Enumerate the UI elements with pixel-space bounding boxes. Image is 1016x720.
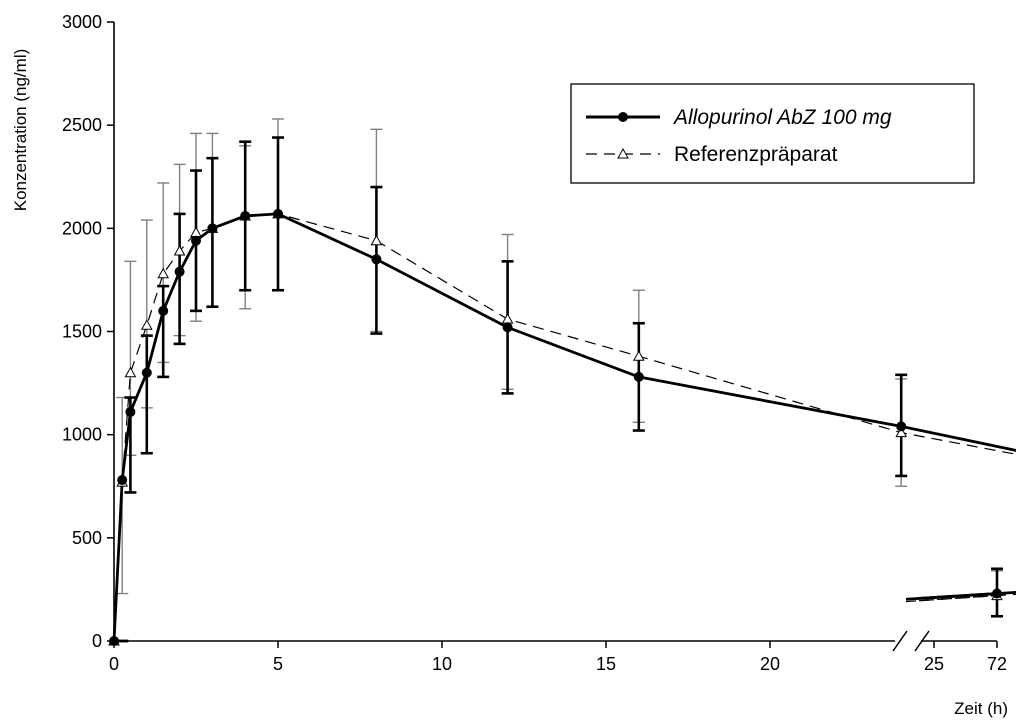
allopurinol-point xyxy=(174,266,185,277)
legend-marker-allopurinol xyxy=(618,112,628,122)
axis-break-icon xyxy=(892,630,930,652)
y-tick-label: 500 xyxy=(72,528,102,548)
allopurinol-line xyxy=(112,212,1016,642)
allopurinol-line-path xyxy=(112,212,1016,642)
allopurinol-markers xyxy=(109,208,1002,646)
y-tick-label: 3000 xyxy=(62,12,102,32)
allopurinol-point xyxy=(992,588,1002,599)
x-tick-label: 5 xyxy=(273,654,283,674)
x-tick-label: 25 xyxy=(924,654,944,674)
allopurinol-point xyxy=(117,475,128,486)
y-ticks: 0 500 1000 1500 2000 2500 3000 xyxy=(62,12,114,651)
referenz-point xyxy=(632,350,645,361)
allopurinol-point xyxy=(240,210,251,221)
allopurinol-point xyxy=(502,322,513,333)
y-tick-label: 1000 xyxy=(62,425,102,445)
allopurinol-point xyxy=(191,235,201,246)
allopurinol-line-break-segment-2 xyxy=(918,592,998,600)
allopurinol-point xyxy=(207,223,218,234)
allopurinol-point xyxy=(141,367,152,378)
x-ticks: 05101520253035404572 xyxy=(109,641,1007,674)
allopurinol-point xyxy=(896,421,907,432)
x-tick-label: 15 xyxy=(596,654,616,674)
y-tick-label: 2500 xyxy=(62,115,102,135)
referenz-errorbars xyxy=(116,118,1003,617)
referenz-point xyxy=(140,319,153,330)
x-tick-label: 0 xyxy=(109,654,119,674)
legend-label-referenz: Referenzpräparat xyxy=(674,143,838,166)
allopurinol-point xyxy=(633,371,644,382)
referenz-point xyxy=(370,234,383,246)
allopurinol-point xyxy=(273,208,283,219)
x-tick-label: 20 xyxy=(760,654,780,674)
allopurinol-errorbars xyxy=(116,136,1003,643)
legend-marker-referenz xyxy=(617,147,629,159)
referenz-point xyxy=(190,226,202,237)
allopurinol-point xyxy=(158,305,169,316)
referenz-line xyxy=(113,213,1016,642)
referenz-line-break-segment-2 xyxy=(918,595,998,602)
referenz-line-path xyxy=(113,213,1016,642)
referenz-point xyxy=(501,313,514,324)
referenz-point xyxy=(895,426,908,438)
legend: Allopurinol AbZ 100 mg Referenzpräparat xyxy=(570,83,975,184)
allopurinol-point xyxy=(109,636,119,646)
referenz-point xyxy=(124,366,137,378)
referenz-point xyxy=(173,245,186,256)
referenz-point xyxy=(157,267,170,279)
legend-label-allopurinol: Allopurinol AbZ 100 mg xyxy=(672,106,892,129)
x-axis-title: Zeit (h) xyxy=(954,699,1008,718)
allopurinol-point xyxy=(125,406,136,417)
x-tick-label: 72 xyxy=(987,654,1007,674)
legend-box xyxy=(570,83,975,184)
y-tick-label: 0 xyxy=(92,631,102,651)
y-tick-label: 2000 xyxy=(62,218,102,238)
x-tick-label: 10 xyxy=(432,654,452,674)
allopurinol-point xyxy=(371,254,382,265)
y-axis-title: Konzentration (ng/ml) xyxy=(11,49,30,212)
y-tick-label: 1500 xyxy=(62,322,102,342)
